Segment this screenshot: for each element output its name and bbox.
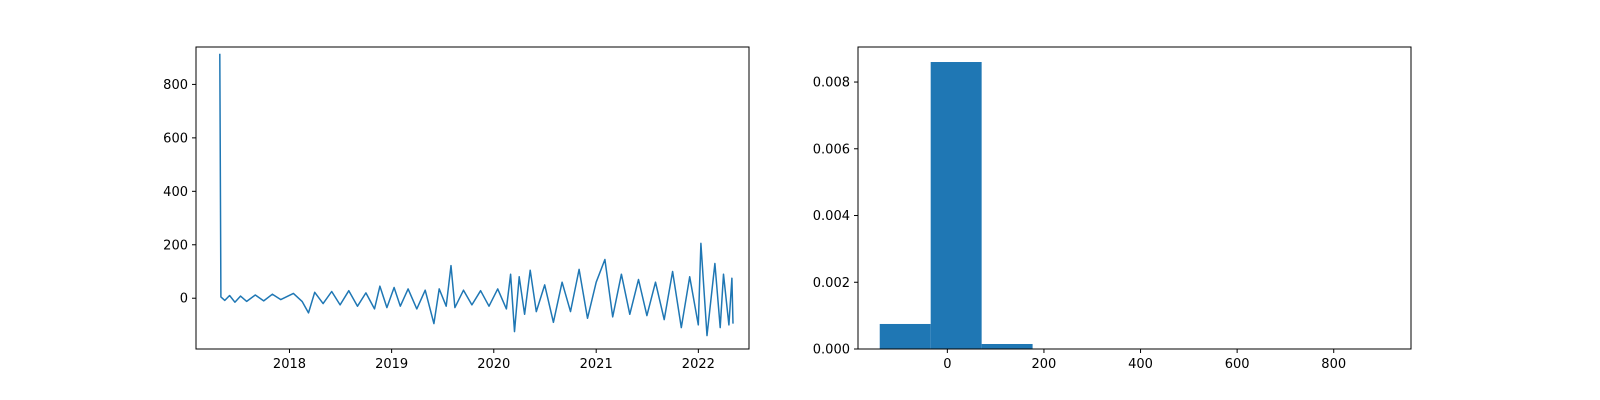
y-tick-label: 600 [163,131,188,146]
histogram-bar [981,343,1033,349]
y-tick-label: 0.008 [813,76,850,91]
x-tick-label: 200 [1032,357,1057,372]
y-tick-label: 0 [180,292,188,307]
y-tick-label: 200 [163,238,188,253]
histogram-bar [879,323,931,349]
x-tick-label: 2018 [273,357,306,372]
axes-frame [195,46,750,350]
y-tick-label: 0.000 [813,343,850,358]
series-line [219,53,734,337]
x-tick-label: 0 [943,357,951,372]
histogram-bar [930,62,982,350]
axes-frame [857,46,1412,350]
y-tick-label: 0.006 [813,142,850,157]
x-tick-label: 2020 [477,357,510,372]
histogram-chart: 0 200 400 600 800 0.000 0.002 0.004 0.006 0.008 [813,46,1412,372]
y-tick-label: 400 [163,185,188,200]
x-tick-label: 400 [1128,357,1153,372]
y-tick-label: 0.002 [813,276,850,291]
x-tick-label: 600 [1225,357,1250,372]
x-tick-label: 2019 [375,357,408,372]
x-tick-label: 800 [1321,357,1346,372]
x-tick-label: 2021 [580,357,613,372]
x-tick-label: 2022 [682,357,715,372]
y-tick-label: 800 [163,78,188,93]
y-tick-label: 0.004 [813,209,850,224]
line-chart: 2018 2019 2020 2021 2022 0 200 400 600 800 [163,46,750,372]
